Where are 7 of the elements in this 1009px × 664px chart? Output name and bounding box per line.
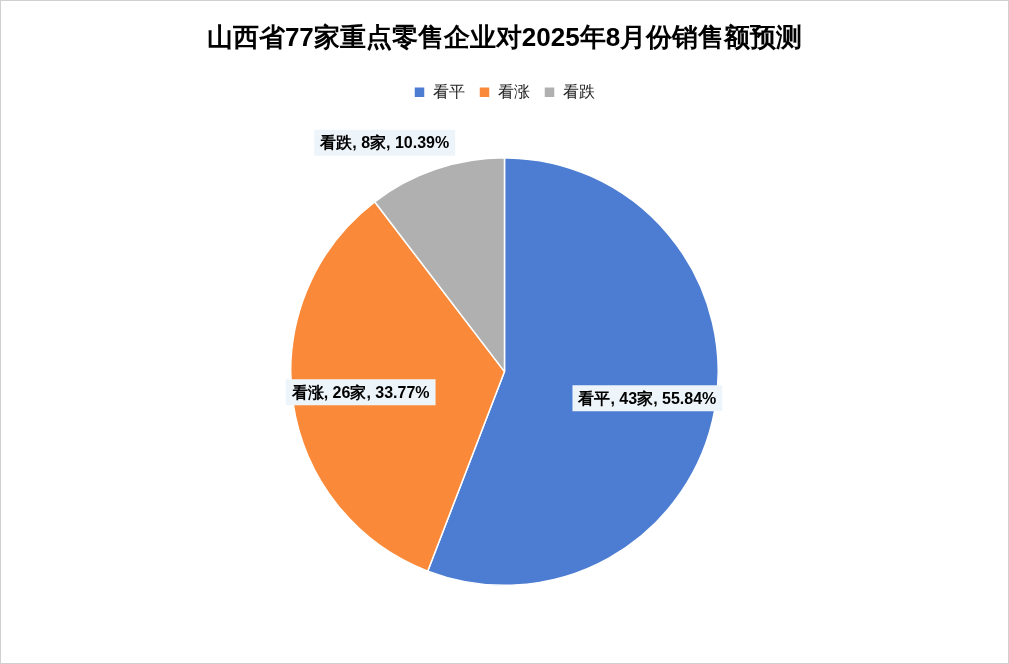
- data-label: 看涨, 26家, 33.77%: [290, 382, 430, 401]
- legend-label: 看涨: [498, 82, 530, 100]
- chart-title: 山西省77家重点零售企业对2025年8月份销售额预测: [206, 21, 803, 52]
- data-label: 看平, 43家, 55.84%: [577, 388, 717, 407]
- data-label: 看跌, 8家, 10.39%: [319, 133, 450, 152]
- legend-label: 看跌: [563, 82, 595, 100]
- legend-label: 看平: [433, 82, 465, 100]
